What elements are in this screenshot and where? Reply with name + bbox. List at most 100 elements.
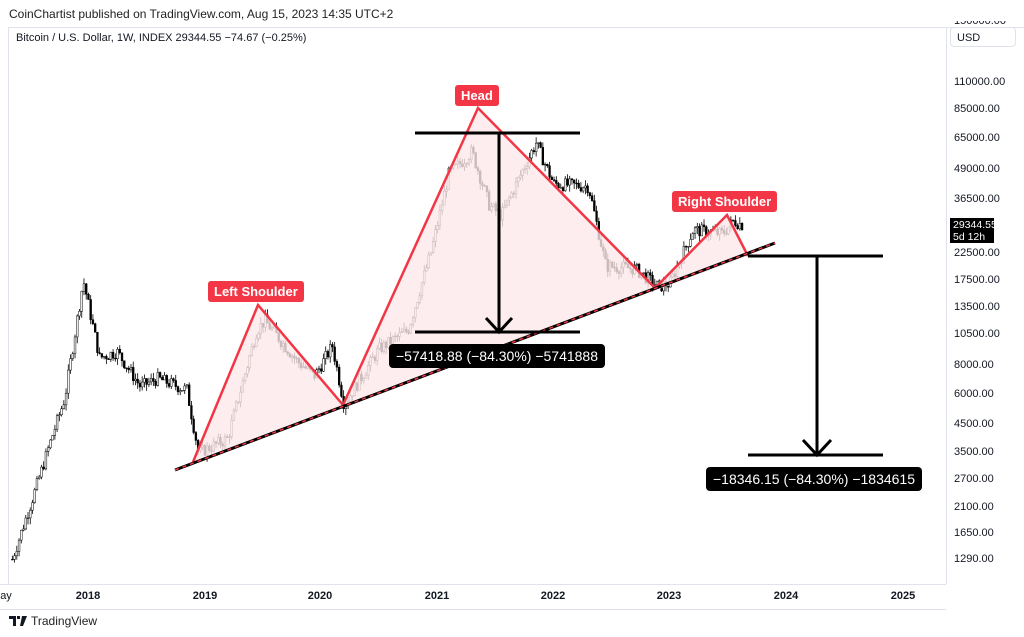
symbol-legend: Bitcoin / U.S. Dollar, 1W, INDEX 29344.5… [16, 32, 307, 44]
measure-target [748, 254, 883, 458]
candle-body [127, 368, 130, 371]
price-label: 85000.00 [954, 103, 1000, 115]
candle-body [190, 405, 193, 420]
candle-body [15, 551, 18, 557]
candle-body [687, 246, 690, 248]
candle-body [700, 224, 703, 237]
time-label: 2020 [307, 590, 333, 602]
candle-body [58, 414, 61, 416]
candle-body [118, 348, 121, 354]
candle-body [532, 150, 536, 152]
pattern-fill [193, 108, 748, 462]
candle-body [179, 390, 182, 393]
candle-body [331, 344, 334, 348]
candle-body [134, 378, 137, 382]
candle-body [44, 451, 48, 470]
candle-body [586, 185, 589, 194]
candle-body [55, 415, 59, 430]
time-label: 2021 [424, 590, 450, 602]
candle-body [149, 378, 153, 383]
price-label: 13500.00 [954, 301, 1000, 313]
candle-body [684, 246, 688, 248]
candle-body [577, 182, 580, 188]
candle-body [174, 380, 177, 387]
time-label: 2024 [773, 590, 799, 602]
candle-body [539, 142, 542, 148]
candle-body [94, 323, 97, 333]
candle-body [593, 200, 596, 212]
candle-body [109, 351, 112, 360]
candle-body [100, 353, 104, 358]
candle-body [170, 378, 173, 387]
candle-body [320, 368, 323, 372]
current-price-label: 29344.55 5d 12h [950, 218, 997, 243]
time-label: ay [0, 590, 12, 602]
candle-body [33, 489, 36, 503]
candle-body [158, 372, 162, 378]
candle-body [738, 223, 741, 230]
candle-body [172, 378, 175, 381]
candle-body [183, 385, 186, 391]
candle-body [138, 382, 142, 388]
price-label: 49000.00 [954, 163, 1000, 175]
candle-body [67, 369, 70, 394]
candle-body [188, 384, 191, 406]
candle-body [731, 219, 735, 222]
candle-body [335, 361, 339, 368]
candle-body [329, 344, 332, 358]
candle-body [740, 223, 744, 231]
candle-body [42, 466, 45, 470]
time-axis[interactable] [0, 584, 946, 610]
time-label: 2019 [192, 590, 218, 602]
time-label: 2023 [656, 590, 682, 602]
price-label: 8000.00 [954, 359, 994, 371]
brand-name: TradingView [31, 614, 98, 628]
candle-body [579, 187, 583, 192]
candle-body [120, 352, 124, 362]
tradingview-brand[interactable]: TradingView [9, 614, 97, 628]
candle-body [573, 179, 576, 184]
candle-body [53, 428, 57, 436]
candle-body [129, 367, 133, 371]
candle-body [125, 367, 128, 369]
candle-body [541, 147, 545, 166]
candle-body [575, 182, 578, 185]
candle-body [49, 439, 52, 449]
candle-body [85, 283, 88, 295]
currency-button[interactable]: USD [950, 27, 1016, 47]
candle-body [132, 367, 135, 382]
candle-body [566, 178, 569, 186]
candle-body [161, 376, 164, 381]
candle-body [64, 392, 68, 406]
measure-head [415, 131, 580, 335]
publish-info: CoinChartist published on TradingView.co… [9, 7, 394, 21]
current-price: 29344.55 [953, 219, 997, 231]
candle-body [82, 283, 86, 292]
candle-body [581, 187, 585, 192]
candle-body [152, 378, 155, 382]
price-label: 6000.00 [954, 388, 994, 400]
candle-body [69, 358, 72, 371]
candle-body [689, 239, 692, 247]
price-label: 2100.00 [954, 501, 994, 513]
candle-body [147, 381, 151, 385]
time-label: 2018 [75, 590, 101, 602]
candle-body [530, 150, 533, 159]
price-axis[interactable] [946, 27, 1024, 584]
candle-body [38, 476, 41, 479]
price-label: 110000.00 [954, 76, 1006, 88]
candle-body [165, 375, 168, 384]
candle-body [76, 315, 79, 338]
candle-body [114, 357, 117, 360]
head-label: Head [455, 85, 499, 106]
candle-body [107, 358, 110, 360]
candle-body [691, 233, 694, 240]
candle-body [60, 408, 63, 416]
candle-body [548, 165, 551, 178]
candle-body [116, 348, 119, 360]
price-label: 17500.00 [954, 274, 1000, 286]
measure-label-1: −57418.88 (−84.30%) −5741888 [389, 344, 606, 368]
time-label: 2025 [890, 590, 916, 602]
candle-body [561, 187, 565, 191]
